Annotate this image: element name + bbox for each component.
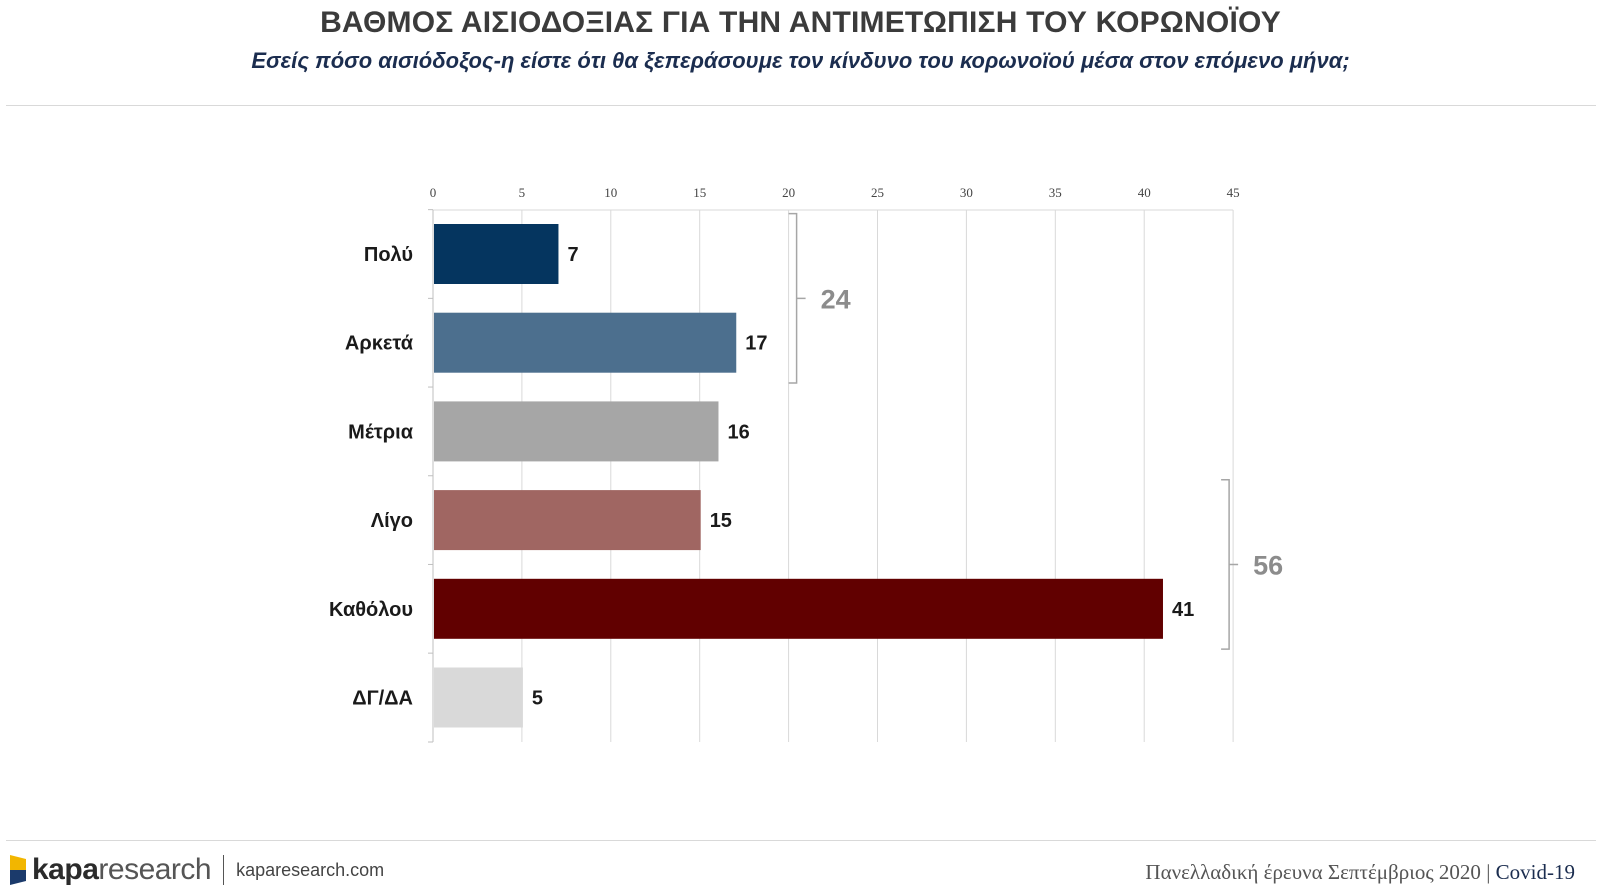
bar-5 [434, 578, 1163, 639]
survey-caption: Πανελλαδική έρευνα Σεπτέμβριος 2020 | Co… [1145, 860, 1575, 885]
logo-separator [223, 855, 225, 885]
x-tick-label: 10 [604, 185, 617, 200]
header-divider [6, 105, 1596, 106]
bar-value-label: 5 [532, 688, 543, 710]
bar-chart: 0 5 10 15 20 25 30 35 40 45 Πολύ 7 Αρκετά 17 Μέτρια 16 Λ… [329, 185, 1283, 743]
bar-value-label: 15 [710, 510, 732, 532]
x-tick-label: 25 [871, 185, 884, 200]
bar-value-label: 7 [567, 244, 578, 266]
bar-value-label: 16 [727, 421, 749, 443]
covid-tag: Covid-19 [1495, 860, 1575, 884]
footer-divider [6, 840, 1596, 841]
category-label: Λίγο [371, 510, 413, 532]
category-label: Πολύ [364, 244, 413, 266]
group-total-label: 24 [821, 284, 851, 314]
chart-title: ΒΑΘΜΟΣ ΑΙΣΙΟΔΟΞΙΑΣ ΓΙΑ ΤΗΝ ΑΝΤΙΜΕΤΩΠΙΣΗ … [320, 6, 1281, 39]
logo-text-bold: kapa [32, 853, 99, 886]
kapa-logo-icon [10, 855, 26, 885]
group-total-label: 56 [1253, 550, 1283, 580]
category-label: Μέτρια [348, 421, 414, 443]
bar-1 [434, 224, 559, 284]
website-link[interactable]: kaparesearch.com [236, 859, 385, 880]
x-tick-label: 0 [430, 185, 437, 200]
bar-value-label: 17 [745, 333, 767, 355]
x-tick-label: 40 [1138, 185, 1151, 200]
bar-6 [434, 667, 523, 728]
category-label: Αρκετά [345, 333, 414, 355]
x-tick-label: 30 [960, 185, 973, 200]
category-label: ΔΓ/ΔΑ [352, 688, 413, 710]
bar-value-label: 41 [1172, 599, 1194, 621]
chart-subtitle: Εσείς πόσο αισιόδοξος-η είστε ότι θα ξεπ… [251, 48, 1350, 73]
group-bracket-2 [1221, 479, 1239, 650]
x-tick-label: 45 [1227, 185, 1240, 200]
kapa-research-logo: kapa research kaparesearch.com [8, 852, 384, 888]
bar-3 [434, 401, 719, 462]
bar-2 [434, 312, 737, 373]
survey-text: Πανελλαδική έρευνα Σεπτέμβριος 2020 [1145, 860, 1481, 884]
x-tick-label: 15 [693, 185, 706, 200]
logo-text-light: research [98, 853, 212, 886]
x-tick-label: 5 [519, 185, 526, 200]
bar-4 [434, 490, 701, 551]
caption-separator: | [1486, 860, 1491, 884]
group-bracket-1 [788, 212, 806, 384]
x-tick-label: 20 [782, 185, 795, 200]
category-label: Καθόλου [329, 599, 413, 621]
x-tick-label: 35 [1049, 185, 1062, 200]
